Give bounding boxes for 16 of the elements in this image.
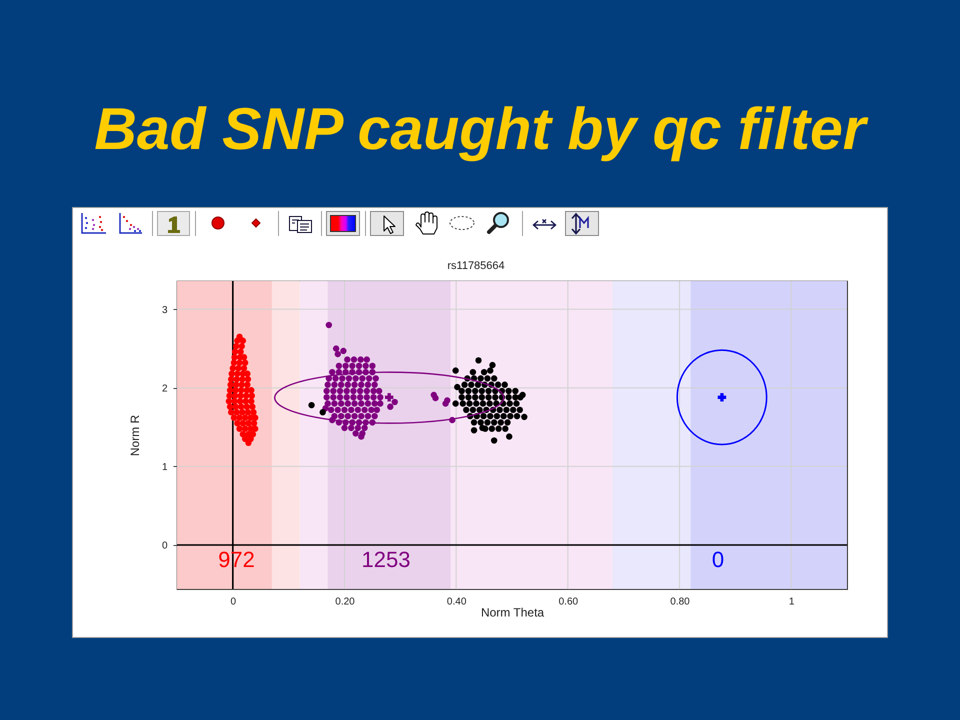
chart-subtitle: rs11785664	[447, 260, 505, 272]
x-tick-label: 1	[788, 596, 795, 608]
y-tick-label: 3	[162, 304, 168, 316]
y-tick-label: 0	[162, 540, 168, 552]
chart-title: Bad SNP caught by qc filter	[93, 96, 870, 162]
annotation: 0	[712, 547, 724, 572]
y-tick-label: 1	[162, 462, 168, 473]
y-tick-label: 2	[162, 383, 168, 394]
x-axis-title: Norm Theta	[480, 606, 544, 620]
y-axis-title: Norm R	[128, 414, 142, 456]
x-tick-label: 0.60	[558, 596, 578, 608]
x-tick-label: 0.40	[446, 596, 467, 608]
x-tick-label: 0.20	[335, 596, 356, 608]
x-tick-label: 0.80	[670, 596, 690, 608]
annotation: 1253	[362, 547, 410, 572]
x-tick-label: 0	[230, 596, 237, 608]
